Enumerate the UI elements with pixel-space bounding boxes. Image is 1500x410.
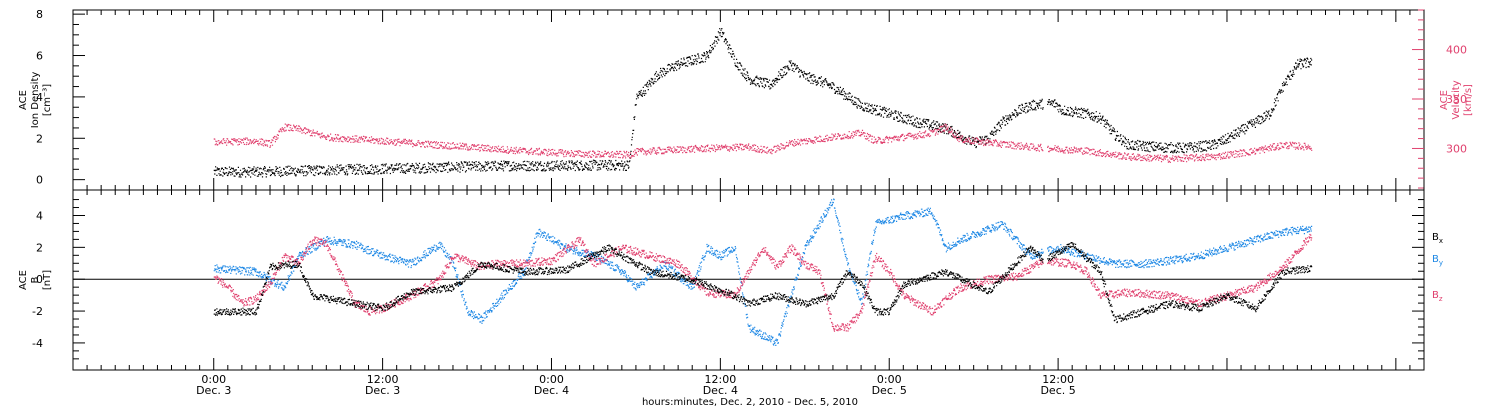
density-axis-title-line: Ion Density xyxy=(30,72,41,129)
legend-bx: Bx xyxy=(1432,232,1443,245)
magnetic-field-axis-title-line: [nT] xyxy=(42,270,53,290)
x-axis-title: hours:minutes, Dec. 2, 2010 - Dec. 5, 20… xyxy=(642,397,858,408)
density-axis-title: ACE Ion Density [cm⁻³] xyxy=(18,72,53,129)
legend-bz: Bz xyxy=(1432,290,1443,303)
x-tick-time: 12:00 xyxy=(367,373,399,386)
x-tick-time: 0:00 xyxy=(201,373,226,386)
x-tick-date: Dec. 4 xyxy=(534,384,569,397)
velocity-series xyxy=(213,123,1313,163)
density-axis-title-line: ACE xyxy=(18,90,29,110)
magnetic-field-axis-title-line: B xyxy=(30,276,41,283)
bottom-left-tick-label: -2 xyxy=(32,305,43,318)
top-left-tick-label: 2 xyxy=(36,132,43,145)
bottom-left-tick-label: -4 xyxy=(32,337,43,350)
top-left-tick-label: 8 xyxy=(36,8,43,21)
x-tick-date: Dec. 4 xyxy=(703,384,738,397)
bottom-panel-frame xyxy=(72,189,1425,371)
bottom-panel-magnetic-field: -4 -2 0 2 4 ACE B [nT] Bx By Bz xyxy=(18,189,1443,371)
x-tick-time: 12:00 xyxy=(705,373,737,386)
x-tick-time: 0:00 xyxy=(539,373,564,386)
top-left-tick-label: 6 xyxy=(36,50,43,63)
x-tick-date: Dec. 5 xyxy=(872,384,907,397)
velocity-axis-title: ACE Velocity [km/s] xyxy=(1439,80,1474,119)
velocity-axis-title-line: ACE xyxy=(1439,90,1450,110)
top-right-tick-label: 350 xyxy=(1446,93,1467,106)
top-panel-frame xyxy=(72,9,1425,191)
magnetic-field-axis-title: ACE B [nT] xyxy=(18,270,53,290)
bottom-left-tick-label: 0 xyxy=(36,273,43,286)
density-axis-title-line: [cm⁻³] xyxy=(42,84,53,116)
velocity-axis-title-line: [km/s] xyxy=(1463,84,1474,116)
top-right-tick-label: 300 xyxy=(1446,142,1467,155)
magnetic-field-axis-title-line: ACE xyxy=(18,270,29,290)
bz-series-points xyxy=(213,233,1313,332)
x-tick-time: 12:00 xyxy=(1042,373,1074,386)
top-left-tick-label: 4 xyxy=(36,91,43,104)
x-tick-date: Dec. 3 xyxy=(196,384,231,397)
top-right-tick-label: 400 xyxy=(1446,44,1467,57)
bz-series xyxy=(213,233,1313,332)
by-series xyxy=(213,198,1313,346)
legend-by: By xyxy=(1432,254,1443,267)
velocity-axis-title-line: Velocity xyxy=(1451,80,1462,119)
x-tick-date: Dec. 3 xyxy=(365,384,400,397)
bottom-left-tick-label: 2 xyxy=(36,241,43,254)
velocity-series-points xyxy=(213,123,1313,163)
top-left-tick-label: 0 xyxy=(36,174,43,187)
bottom-left-tick-label: 4 xyxy=(36,209,43,222)
x-tick-date: Dec. 5 xyxy=(1040,384,1075,397)
by-series-points xyxy=(213,198,1313,346)
x-tick-time: 0:00 xyxy=(877,373,902,386)
